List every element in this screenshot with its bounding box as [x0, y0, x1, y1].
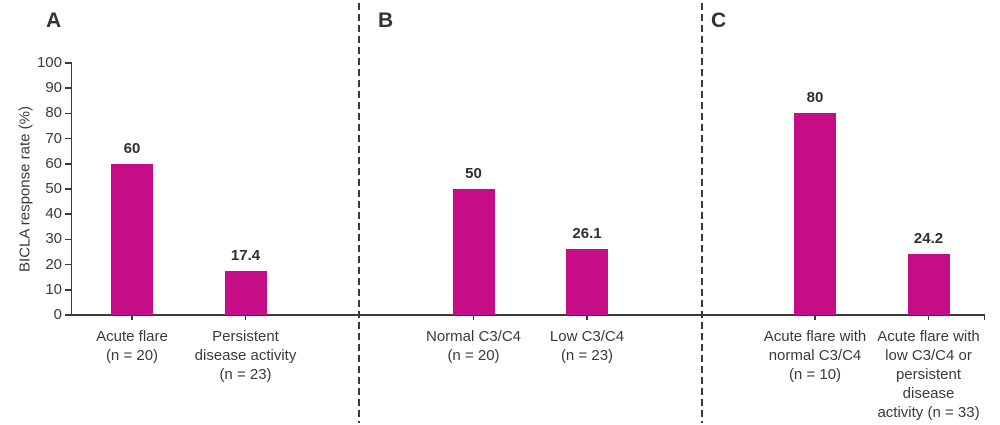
- y-axis-tick: [65, 62, 72, 64]
- panel-label-c: C: [711, 9, 727, 32]
- y-axis-tick: [65, 213, 72, 215]
- y-axis-tick-label: 20: [45, 255, 62, 273]
- y-axis-tick: [65, 188, 72, 190]
- y-axis-tick-label: 30: [45, 230, 62, 248]
- y-axis-tick-label: 40: [45, 205, 62, 223]
- y-axis-tick-label: 70: [45, 129, 62, 147]
- bar: [452, 189, 495, 315]
- bar-value-label: 50: [465, 165, 482, 182]
- panel-label-a: A: [46, 9, 62, 32]
- bar: [794, 113, 836, 315]
- bar-category-label: Acute flare with low C3/C4 or persistent…: [877, 328, 980, 421]
- y-axis-tick-label: 50: [45, 180, 62, 197]
- y-axis-tick: [65, 137, 72, 140]
- y-axis-tick: [65, 238, 72, 241]
- y-axis-tick: [65, 263, 72, 266]
- panel-label-b: B: [378, 9, 394, 32]
- x-axis-tick: [586, 315, 588, 320]
- bar-value-label: 80: [806, 89, 824, 107]
- bar-category-label: Acute flare (n = 20): [96, 328, 168, 364]
- bar-category-label: Persistent disease activity (n = 23): [194, 328, 297, 383]
- bar-category-label: Acute flare with normal C3/C4 (n = 10): [763, 328, 867, 383]
- y-axis-tick: [65, 112, 72, 115]
- x-axis-tick: [927, 315, 930, 320]
- bar-category-label: Low C3/C4 (n = 23): [549, 328, 625, 364]
- y-axis-tick: [65, 163, 72, 165]
- y-axis-tick-label: 60: [45, 154, 62, 172]
- x-axis-tick: [131, 315, 133, 320]
- bar-value-label: 26.1: [572, 225, 602, 243]
- bar-value-label: 60: [123, 139, 141, 157]
- bar: [907, 254, 950, 315]
- y-axis-tick-label: 10: [45, 280, 62, 298]
- bar-value-label: 17.4: [230, 247, 261, 265]
- y-axis-tick-label: 80: [45, 104, 62, 122]
- y-axis-tick-label: 100: [36, 54, 62, 71]
- y-axis-tick: [65, 314, 72, 316]
- bar-value-label: 24.2: [913, 230, 944, 248]
- panel-separator-a-b: [358, 3, 360, 423]
- x-axis-tick: [814, 315, 816, 320]
- y-axis-tick: [65, 87, 72, 89]
- bar-category-label: Normal C3/C4 (n = 20): [425, 328, 522, 364]
- y-axis-tick: [65, 289, 72, 291]
- x-axis-end-tick: [983, 315, 985, 320]
- x-axis-tick: [472, 315, 475, 320]
- bar: [111, 163, 153, 315]
- x-axis-line: [70, 314, 985, 316]
- panel-separator-b-c: [701, 3, 703, 423]
- y-axis-tick-label: 0: [53, 306, 62, 323]
- bar: [224, 271, 267, 315]
- x-axis-tick: [244, 315, 247, 320]
- bar: [566, 249, 608, 315]
- y-axis-tick-label: 90: [45, 79, 62, 97]
